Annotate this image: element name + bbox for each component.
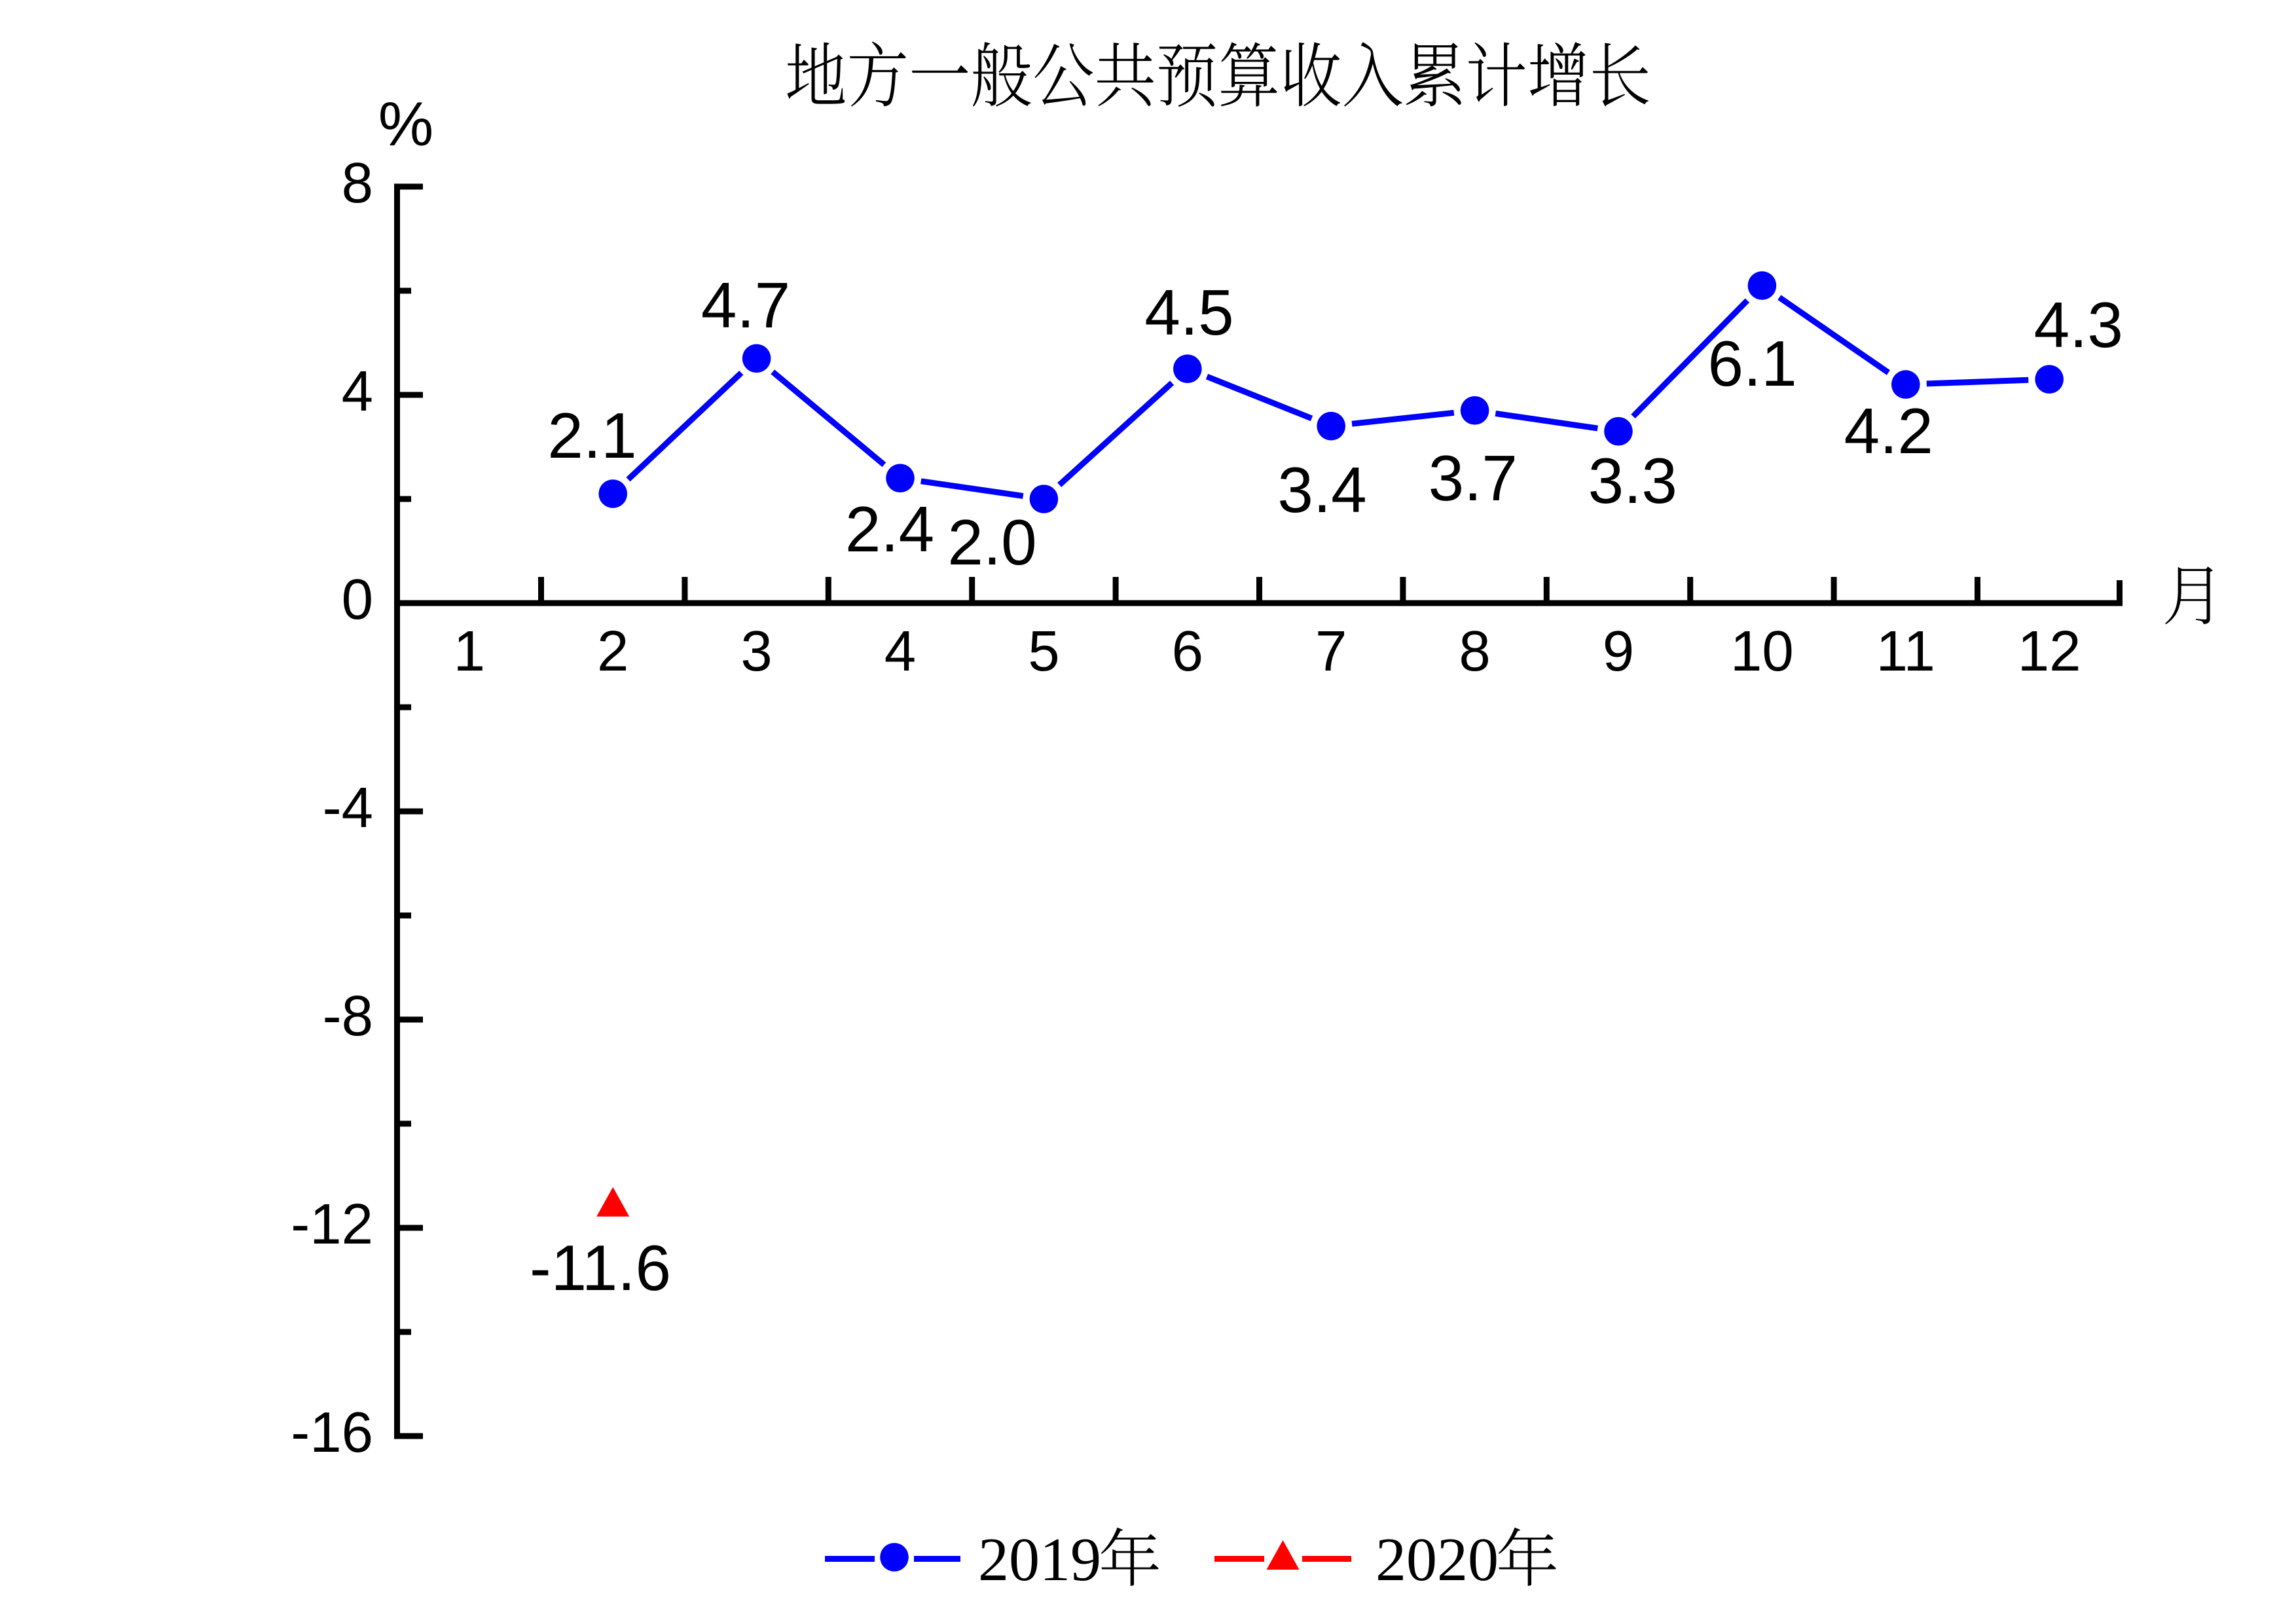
svg-text:2020: 2020 (1376, 1526, 1499, 1594)
svg-text:3.4: 3.4 (1277, 454, 1366, 526)
svg-text:4.7: 4.7 (701, 269, 790, 341)
svg-text:3: 3 (740, 619, 772, 683)
svg-text:9: 9 (1603, 619, 1634, 683)
svg-text:-16: -16 (291, 1401, 373, 1464)
svg-text:6: 6 (1172, 619, 1203, 683)
svg-text:7: 7 (1315, 619, 1347, 683)
svg-text:4: 4 (884, 619, 916, 683)
svg-text:4.3: 4.3 (2034, 289, 2123, 361)
svg-text:2.0: 2.0 (947, 506, 1036, 578)
svg-text:-4: -4 (323, 776, 373, 840)
svg-text:-8: -8 (323, 984, 373, 1048)
svg-text:12: 12 (2018, 619, 2081, 683)
svg-text:5: 5 (1028, 619, 1059, 683)
svg-text:2: 2 (597, 619, 629, 683)
svg-text:8: 8 (342, 151, 373, 215)
svg-text:1: 1 (454, 619, 485, 683)
svg-text:2019: 2019 (978, 1526, 1101, 1594)
svg-text:-12: -12 (291, 1192, 373, 1256)
svg-text:2.4: 2.4 (845, 493, 934, 565)
svg-text:2.1: 2.1 (547, 399, 636, 471)
svg-text:0: 0 (342, 568, 373, 631)
svg-text:11: 11 (1876, 619, 1935, 683)
svg-text:6.1: 6.1 (1707, 327, 1796, 399)
svg-text:4.2: 4.2 (1844, 395, 1933, 467)
svg-text:10: 10 (1730, 619, 1794, 683)
svg-text:-11.6: -11.6 (530, 1232, 671, 1304)
svg-text:3.3: 3.3 (1588, 445, 1677, 517)
svg-text:4: 4 (342, 360, 373, 423)
svg-text:4.5: 4.5 (1144, 276, 1233, 348)
svg-text:8: 8 (1459, 619, 1490, 683)
svg-text:3.7: 3.7 (1429, 442, 1518, 514)
svg-text:%: % (378, 90, 433, 159)
